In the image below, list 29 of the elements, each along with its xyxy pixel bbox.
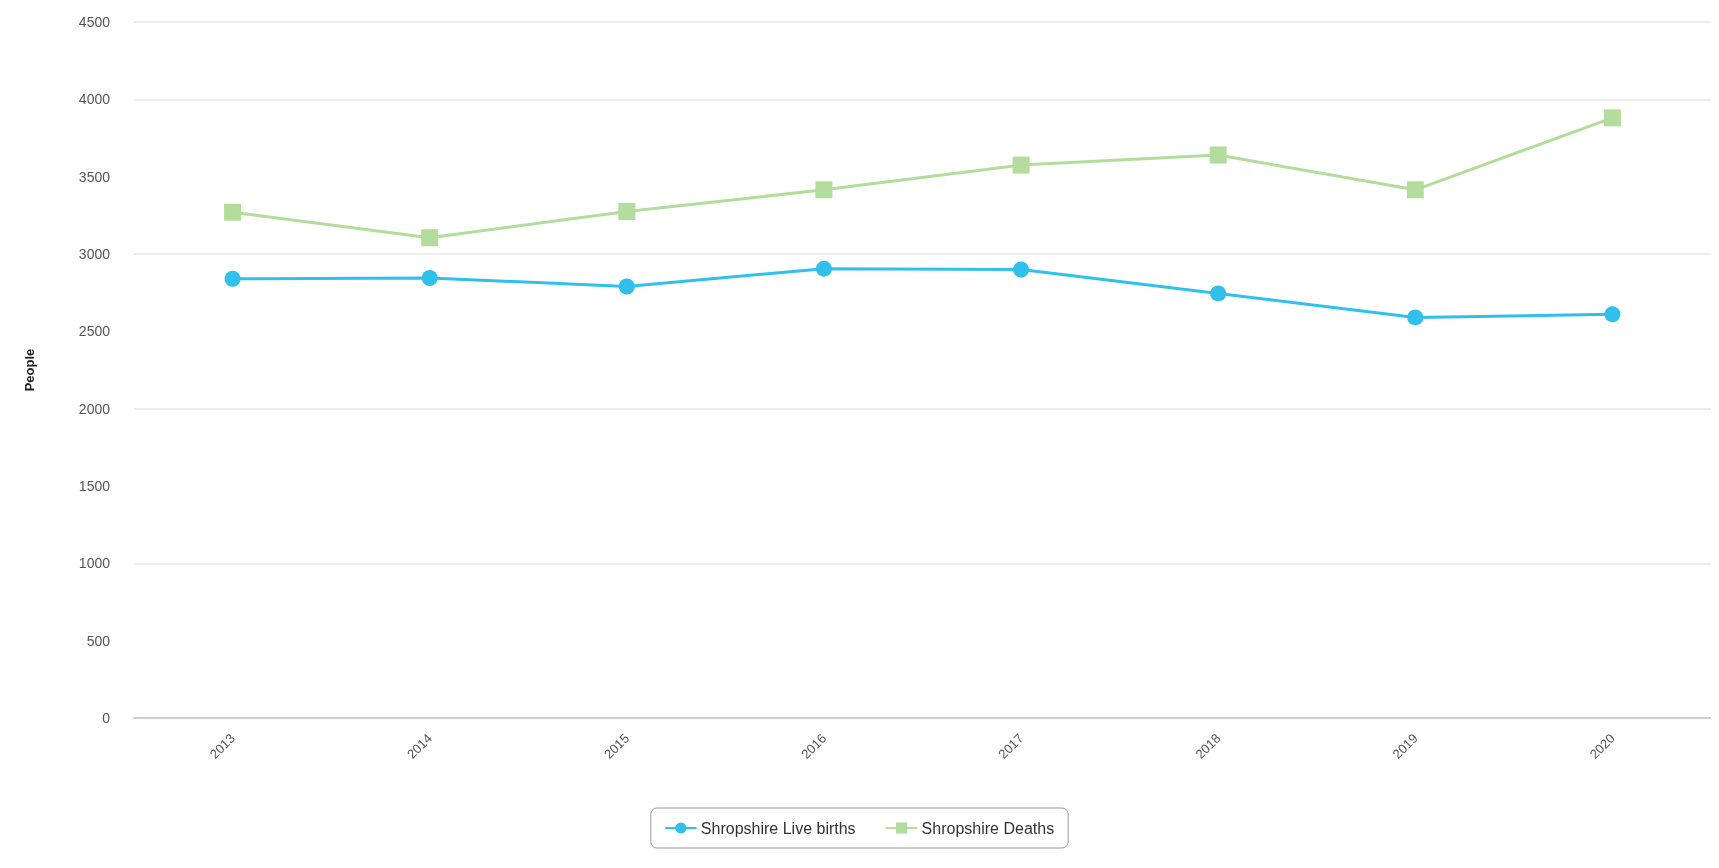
y-tick-label: 3500 [78, 168, 111, 185]
point [1604, 306, 1621, 323]
y-axis-title: People [22, 348, 37, 392]
point [1407, 309, 1424, 326]
y-tick-label: 3000 [78, 246, 111, 262]
point [224, 270, 241, 287]
point [1406, 181, 1424, 199]
y-tick-label: 4500 [78, 14, 111, 30]
y-tick-label: 1000 [78, 555, 111, 572]
point [618, 202, 636, 220]
y-tick-label: 2500 [78, 323, 111, 340]
point [224, 203, 242, 221]
legend-label: Shropshire Deaths [921, 819, 1055, 837]
point [1012, 156, 1030, 174]
y-tick-label: 0 [102, 710, 111, 726]
point [618, 278, 635, 295]
y-tick-label: 4000 [78, 91, 111, 108]
point [421, 229, 439, 247]
y-tick-label: 2000 [78, 400, 111, 417]
point [1013, 261, 1030, 278]
point [421, 269, 438, 286]
y-tick-label: 500 [86, 632, 111, 649]
legend-label: Shropshire Live births [700, 819, 856, 837]
point [1209, 146, 1227, 164]
point [1210, 285, 1227, 302]
y-tick-label: 1500 [78, 478, 111, 494]
point [815, 181, 833, 199]
point [1603, 109, 1621, 127]
point [815, 260, 832, 277]
